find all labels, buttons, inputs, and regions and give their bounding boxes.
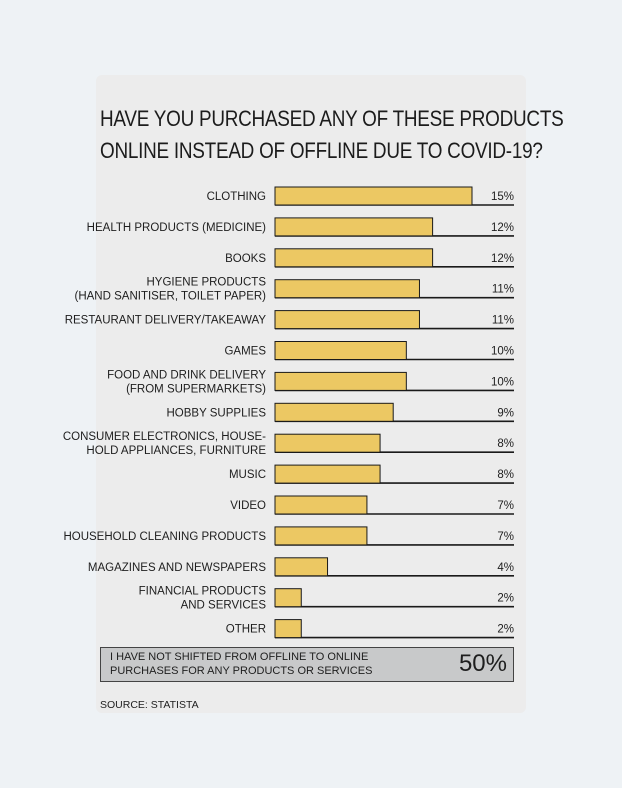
bar-value-label: 7%	[497, 531, 514, 543]
bar-value-label: 11%	[492, 284, 514, 296]
bar	[274, 341, 407, 360]
source-note: SOURCE: STATISTA	[100, 699, 199, 711]
bar	[274, 248, 434, 268]
footer-text-line-2: PURCHASES FOR ANY PRODUCTS OR SERVICES	[110, 665, 373, 677]
bar	[274, 371, 407, 391]
category-label: (HAND SANITISER, TOILET PAPER)	[75, 291, 267, 303]
category-label: FINANCIAL PRODUCTS	[139, 586, 267, 598]
category-label: HYGIENE PRODUCTS	[147, 277, 267, 289]
footer-text: I HAVE NOT SHIFTED FROM OFFLINE TO ONLIN…	[110, 650, 380, 678]
category-label: BOOKS	[225, 253, 266, 265]
category-label: GAMES	[224, 346, 266, 358]
bar	[274, 495, 368, 515]
bar-value-label: 9%	[497, 407, 514, 419]
bar	[274, 433, 381, 453]
bar	[274, 402, 394, 422]
bar-value-label: 4%	[497, 562, 514, 574]
category-label: RESTAURANT DELIVERY/TAKEAWAY	[65, 315, 267, 327]
category-label: MAGAZINES AND NEWSPAPERS	[88, 562, 266, 574]
bar	[274, 279, 420, 299]
bar	[274, 619, 302, 639]
bar	[274, 217, 434, 237]
category-label: VIDEO	[230, 500, 266, 512]
bar-value-label: 10%	[491, 346, 514, 358]
category-label: HOBBY SUPPLIES	[167, 407, 267, 419]
bar-value-label: 12%	[491, 253, 514, 265]
bar	[274, 186, 473, 206]
bar-value-label: 2%	[497, 624, 514, 636]
bar	[274, 557, 329, 577]
category-label: HOLD APPLIANCES, FURNITURE	[86, 445, 266, 457]
bar	[274, 464, 381, 484]
bar-value-label: 11%	[492, 315, 514, 327]
category-label: FOOD AND DRINK DELIVERY	[107, 369, 266, 381]
category-label: (FROM SUPERMARKETS)	[126, 383, 266, 395]
category-label: HEALTH PRODUCTS (MEDICINE)	[87, 222, 266, 234]
bar-value-label: 8%	[497, 438, 514, 450]
bar	[274, 588, 302, 608]
category-label: HOUSEHOLD CLEANING PRODUCTS	[63, 531, 266, 543]
footer-box: I HAVE NOT SHIFTED FROM OFFLINE TO ONLIN…	[100, 647, 514, 682]
footer-text-line-1: I HAVE NOT SHIFTED FROM OFFLINE TO ONLIN…	[110, 651, 369, 663]
category-label: MUSIC	[229, 469, 266, 481]
category-label: CONSUMER ELECTRONICS, HOUSE-	[63, 431, 266, 443]
bar	[274, 526, 368, 546]
footer-value: 50%	[458, 650, 507, 677]
bar-value-label: 2%	[497, 593, 514, 605]
bar	[274, 310, 420, 330]
bar-value-label: 12%	[491, 222, 514, 234]
bar-value-label: 10%	[491, 376, 514, 388]
category-label: AND SERVICES	[181, 600, 267, 612]
category-label: CLOTHING	[207, 191, 266, 203]
category-label: OTHER	[226, 624, 266, 636]
bar-value-label: 7%	[497, 500, 514, 512]
bar-value-label: 8%	[497, 469, 514, 481]
bar-value-label: 15%	[491, 191, 514, 203]
